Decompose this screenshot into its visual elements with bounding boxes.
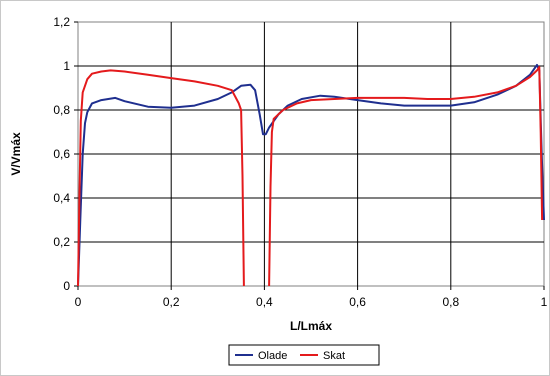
x-tick-label: 1 xyxy=(541,295,548,309)
legend-label-skat: Skat xyxy=(323,350,345,362)
x-tick-label: 0,4 xyxy=(256,295,273,309)
y-tick-label: 0,4 xyxy=(53,191,70,205)
y-tick-labels: 0 0,2 0,4 0,6 0,8 1 1,2 xyxy=(53,15,70,293)
y-tick-label: 0 xyxy=(63,279,70,293)
legend-label-olade: Olade xyxy=(258,350,287,362)
series-lines xyxy=(77,63,545,287)
x-tick-label: 0,8 xyxy=(442,295,459,309)
x-tick-label: 0,6 xyxy=(349,295,366,309)
y-axis-title: V/Vmáx xyxy=(9,132,23,176)
y-tick-label: 1,2 xyxy=(53,15,70,29)
series-line-skat xyxy=(77,66,544,287)
x-tick-label: 0,2 xyxy=(163,295,180,309)
x-tick-label: 0 xyxy=(75,295,82,309)
grid-lines xyxy=(74,21,545,290)
x-tick-labels: 0 0,2 0,4 0,6 0,8 1 xyxy=(75,295,548,309)
y-tick-label: 0,2 xyxy=(53,235,70,249)
y-tick-label: 0,8 xyxy=(53,103,70,117)
legend: Olade Skat xyxy=(228,344,380,366)
x-axis-title: L/Lmáx xyxy=(290,319,332,333)
y-tick-label: 0,6 xyxy=(53,147,70,161)
series-line-olade xyxy=(77,63,545,287)
y-tick-label: 1 xyxy=(63,59,70,73)
